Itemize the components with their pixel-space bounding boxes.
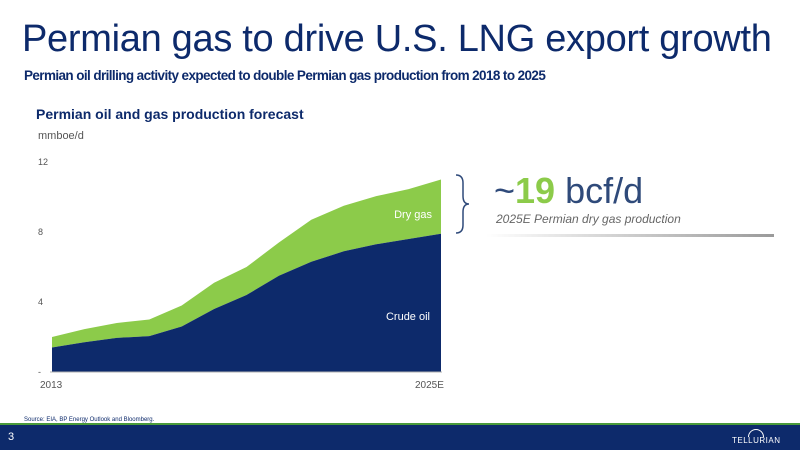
y-axis-unit-label: mmboe/d (38, 130, 84, 142)
area-crude-oil (52, 233, 441, 372)
x-tick-label: 2025E (415, 380, 444, 391)
y-tick-label: 8 (38, 227, 43, 237)
callout-value: ~19 bcf/d (494, 170, 643, 212)
source-note: Source: EIA, BP Energy Outlook and Bloom… (24, 417, 155, 423)
footer-bar (0, 425, 800, 450)
y-tick-label: 4 (38, 297, 43, 307)
logo: TELLURIAN (732, 436, 781, 445)
callout-brace (455, 174, 470, 234)
y-tick-label: - (38, 367, 41, 377)
footer-accent-line (0, 423, 800, 425)
callout-number: 19 (515, 170, 556, 211)
page-number: 3 (8, 431, 15, 443)
callout-underline (486, 234, 774, 237)
slide-subtitle: Permian oil drilling activity expected t… (24, 68, 546, 83)
series-label-dry-gas: Dry gas (394, 209, 432, 221)
chart-title: Permian oil and gas production forecast (36, 106, 304, 122)
area-dry-gas (52, 179, 441, 348)
x-tick-label: 2013 (40, 380, 63, 391)
slide-title: Permian gas to drive U.S. LNG export gro… (22, 18, 772, 60)
series-label-crude-oil: Crude oil (386, 311, 430, 323)
callout-description: 2025E Permian dry gas production (496, 212, 681, 226)
y-tick-label: 12 (38, 157, 48, 167)
callout-unit: bcf/d (555, 170, 644, 211)
callout-prefix: ~ (494, 170, 516, 211)
